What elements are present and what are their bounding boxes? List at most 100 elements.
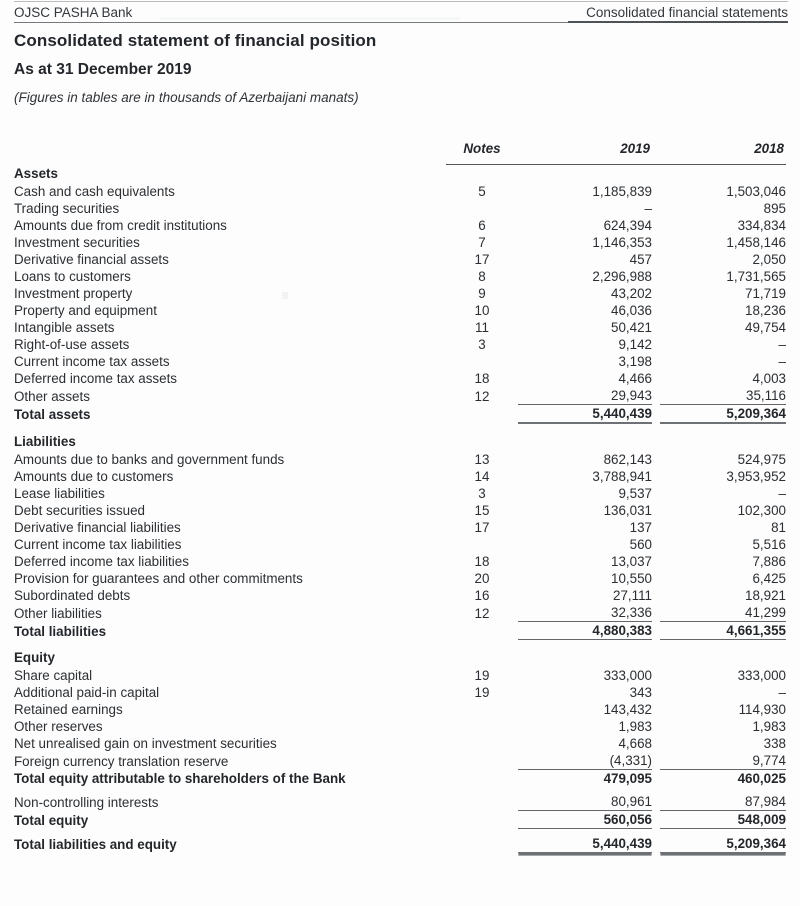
row-notes: 18 (474, 371, 490, 386)
row-label: Investment securities (14, 235, 140, 250)
row-2019: 10,550 (611, 571, 652, 586)
row-2018: 4,003 (752, 371, 786, 386)
row-notes: 14 (474, 469, 490, 484)
section-heading-equity: Equity (14, 649, 786, 667)
table-row: Intangible assets 11 50,421 49,754 (14, 319, 786, 336)
total-2019: 479,095 (603, 771, 652, 786)
row-2019: 343 (629, 685, 652, 700)
grand-total-2018: 5,209,364 (660, 835, 786, 853)
row-2019: 80,961 (518, 793, 652, 811)
col-header-label (14, 140, 446, 158)
table-row: Debt securities issued 15 136,031 102,30… (14, 502, 786, 519)
row-notes: 9 (478, 286, 486, 301)
row-2019: 43,202 (611, 286, 652, 301)
row-notes: 3 (478, 337, 486, 352)
row-label: Debt securities issued (14, 503, 145, 518)
table-row: Property and equipment 10 46,036 18,236 (14, 302, 786, 319)
total-assets-row: Total assets 5,440,439 5,209,364 (14, 404, 786, 424)
row-2018: 41,299 (660, 604, 786, 622)
row-label: Amounts due to banks and government fund… (14, 452, 285, 467)
table-row: Investment property 9 43,202 71,719 (14, 285, 786, 302)
row-notes: 16 (474, 588, 490, 603)
row-2018: 1,731,565 (726, 269, 786, 284)
row-2019: – (644, 201, 652, 216)
row-2019: 3,788,941 (592, 469, 652, 484)
row-label: Deferred income tax liabilities (14, 554, 189, 569)
row-2018: – (778, 685, 786, 700)
row-label: Derivative financial assets (14, 252, 169, 267)
row-2019: 4,466 (618, 371, 652, 386)
row-2019: 333,000 (603, 668, 652, 683)
row-label: Retained earnings (14, 702, 123, 717)
row-notes: 18 (474, 554, 490, 569)
row-2018: 1,503,046 (726, 184, 786, 199)
running-header-left: OJSC PASHA Bank (14, 5, 133, 20)
header-rule-gap (652, 158, 660, 165)
running-header: OJSC PASHA Bank Consolidated financial s… (14, 5, 788, 23)
total-2018: 4,661,355 (660, 621, 786, 640)
table-row: Derivative financial liabilities 17 137 … (14, 519, 786, 536)
table-header-row: Notes 2019 2018 (14, 140, 786, 158)
row-label: Non-controlling interests (14, 794, 159, 810)
table-header-rule-row (14, 158, 786, 165)
title-block: Consolidated statement of financial posi… (14, 30, 788, 107)
row-notes: 10 (474, 303, 490, 318)
section-heading-label: Equity (14, 650, 55, 665)
row-2018: 338 (763, 736, 786, 751)
page-title: Consolidated statement of financial posi… (14, 31, 377, 50)
row-label: Foreign currency translation reserve (14, 753, 229, 769)
row-notes (446, 793, 518, 811)
non-controlling-interests-row: Non-controlling interests 80,961 87,984 (14, 793, 786, 811)
row-notes (446, 701, 518, 718)
total-liabilities-and-equity-row: Total liabilities and equity 5,440,439 5… (14, 835, 786, 853)
row-label: Current income tax assets (14, 354, 170, 369)
row-notes: 8 (478, 269, 486, 284)
table-row: Loans to customers 8 2,296,988 1,731,565 (14, 268, 786, 285)
total-2018: 460,025 (737, 771, 786, 786)
table-row: Net unrealised gain on investment securi… (14, 735, 786, 752)
row-2018: 895 (763, 201, 786, 216)
row-notes: 19 (474, 668, 490, 683)
row-2019: 862,143 (603, 452, 652, 467)
row-2019: 136,031 (603, 503, 652, 518)
row-notes: 17 (474, 520, 490, 535)
running-header-rule (14, 22, 788, 24)
row-label: Property and equipment (14, 303, 157, 318)
col-header-2018: 2018 (754, 141, 784, 156)
row-notes (446, 718, 518, 735)
liabilities-section: Liabilities Amounts due to banks and gov… (14, 433, 786, 649)
table-row: Derivative financial assets 17 457 2,050 (14, 251, 786, 268)
running-header-right: Consolidated financial statements (586, 5, 788, 20)
row-label: Share capital (14, 668, 93, 683)
row-2018: 6,425 (752, 571, 786, 586)
row-2019: 137 (629, 520, 652, 535)
row-notes: 12 (474, 388, 490, 404)
row-2018: 333,000 (737, 668, 786, 683)
row-2018: – (778, 486, 786, 501)
row-2018: 71,719 (745, 286, 786, 301)
row-label: Current income tax liabilities (14, 537, 182, 552)
grand-total-label: Total liabilities and equity (14, 836, 177, 852)
row-2019: 1,983 (618, 719, 652, 734)
total-label: Total equity attributable to shareholder… (14, 771, 346, 786)
table-row: Cash and cash equivalents 5 1,185,839 1,… (14, 183, 786, 200)
table-row: Trading securities – 895 (14, 200, 786, 217)
total-liabilities-row: Total liabilities 4,880,383 4,661,355 (14, 621, 786, 640)
col-header-2019: 2019 (620, 141, 650, 156)
row-notes: 12 (474, 605, 490, 621)
row-notes: 15 (474, 503, 490, 518)
equity-section: Equity Share capital 19 333,000 333,000 … (14, 649, 786, 853)
row-label: Deferred income tax assets (14, 371, 177, 386)
row-2019: 143,432 (603, 702, 652, 717)
section-spacer (14, 640, 786, 650)
section-heading-label: Assets (14, 166, 58, 181)
row-notes: 5 (478, 184, 486, 199)
row-2018: – (778, 354, 786, 369)
row-2018: 18,921 (745, 588, 786, 603)
row-2018: 87,984 (660, 793, 786, 811)
section-spacer (14, 423, 786, 433)
total-label: Total assets (14, 407, 91, 422)
row-2019: 560 (629, 537, 652, 552)
header-rule-notes (446, 158, 518, 165)
page-subtitle: As at 31 December 2019 (14, 61, 192, 78)
